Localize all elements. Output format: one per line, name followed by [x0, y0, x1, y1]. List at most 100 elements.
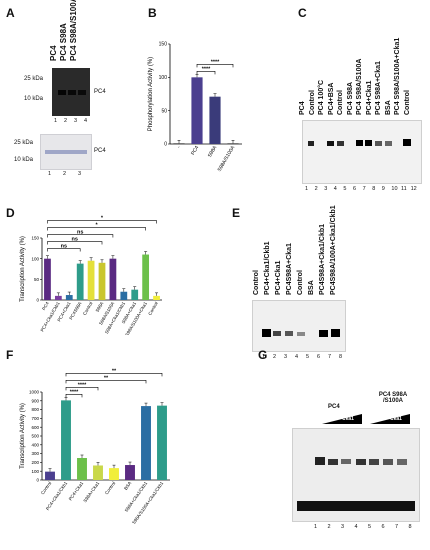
lane-label: PC4S98A+Cka1/Ckb1	[319, 223, 326, 295]
y-tick-label: 700	[31, 416, 39, 421]
lane-number: 1	[48, 171, 52, 177]
bar	[141, 406, 151, 480]
significance-label: ****	[211, 59, 220, 65]
panel-G-wedges	[322, 414, 410, 424]
lane-number: 1	[305, 186, 309, 192]
bar	[191, 77, 203, 144]
lane-number: 4	[295, 354, 299, 360]
y-tick-label: 100	[31, 469, 39, 474]
y-tick-label: 50	[34, 277, 40, 282]
bar	[153, 295, 160, 300]
x-tick-label: BSA	[123, 481, 132, 491]
lane-label: Control	[403, 90, 411, 115]
bar	[45, 471, 55, 480]
bar	[142, 254, 150, 300]
significance-bracket	[196, 71, 216, 75]
panel-E-letter: E	[232, 206, 241, 220]
lane-label: PC4+Cka1	[275, 260, 282, 295]
lane-number: 3	[324, 186, 328, 192]
bar	[98, 262, 106, 300]
y-tick-label: 600	[31, 425, 39, 430]
lane-number: 11	[401, 186, 407, 192]
lane-number: 2	[63, 171, 67, 177]
lane-number: 2	[64, 118, 68, 124]
y-tick-label: 0	[36, 478, 39, 483]
y-tick-label: 0	[164, 142, 167, 148]
y-tick-label: 100	[159, 75, 168, 81]
lane-number: 3	[341, 524, 345, 530]
lane-number: 6	[353, 186, 357, 192]
panel-G-wedge-label: Cka1	[342, 416, 354, 422]
lane-label: PC4 S98A/S100A+Cka1	[394, 37, 401, 115]
significance-label: ns	[77, 230, 83, 236]
panel-C-autoradiograph	[302, 120, 422, 184]
lane-label: Control	[308, 90, 316, 115]
bar	[65, 295, 73, 300]
bar	[120, 291, 128, 300]
significance-label: ns	[61, 244, 67, 250]
y-axis-label: Transcription Activity (%)	[20, 236, 26, 302]
significance-label: **	[112, 368, 117, 374]
lane-number: 4	[354, 524, 358, 530]
y-tick-label: 150	[31, 236, 39, 241]
lane-number: 2	[273, 354, 277, 360]
significance-label: ****	[78, 382, 87, 388]
bar	[44, 258, 51, 300]
panel-C-letter: C	[298, 6, 307, 20]
lane-label: PC4 S98A+Cka1	[375, 61, 382, 115]
x-tick-label: -	[176, 145, 182, 150]
panel-G-letter: G	[258, 348, 268, 362]
panel-A-lane-label: PC4 S98A	[59, 23, 68, 61]
significance-bracket	[65, 387, 99, 391]
lane-label: BSA	[384, 100, 392, 115]
lane-number: 5	[343, 186, 347, 192]
x-tick-label: Control	[82, 301, 94, 316]
lane-number: 7	[362, 186, 366, 192]
bar	[54, 295, 62, 300]
x-tick-label: S98A	[207, 144, 219, 158]
lane-label: PC4S98A/100A+Cka1/Ckb1	[330, 205, 337, 295]
bar	[173, 143, 185, 144]
panel-G-group-label: PC4	[328, 404, 340, 410]
lane-number: 6	[381, 524, 385, 530]
significance-label: **	[104, 375, 109, 381]
y-tick-label: 150	[159, 42, 168, 48]
panel-G-emsa-gel	[292, 428, 420, 522]
y-tick-label: 400	[31, 442, 39, 447]
significance-bracket	[47, 248, 81, 252]
lane-number: 1	[54, 118, 58, 124]
significance-bracket	[65, 394, 83, 398]
bar	[77, 458, 87, 480]
significance-label: *	[95, 223, 98, 229]
bar	[209, 96, 221, 144]
y-tick-label: 500	[31, 434, 39, 439]
lane-number: 8	[408, 524, 412, 530]
panel-F-letter: F	[6, 348, 14, 362]
x-tick-label: Control	[147, 301, 159, 316]
x-tick-label: S98A	[95, 301, 105, 313]
significance-bracket	[196, 64, 234, 68]
y-axis-label: Transcription Activity (%)	[20, 403, 26, 469]
x-tick-label: S98A/S100A	[217, 144, 237, 172]
lane-number: 3	[74, 118, 78, 124]
lane-label: PC4+Cka1	[365, 80, 373, 115]
panel-G-group-label: PC4 S98A /S100A	[378, 392, 408, 404]
significance-label: ****	[70, 389, 79, 395]
lane-label: PC4	[299, 101, 306, 115]
panel-A-coomassie-band-label: PC4	[94, 148, 106, 154]
x-tick-label: PC4+Cka1	[68, 480, 85, 501]
bar	[87, 260, 95, 300]
panel-A-western-blot	[52, 68, 90, 116]
lane-label: Control	[337, 90, 344, 115]
lane-number: 3	[78, 171, 82, 177]
significance-bracket	[47, 234, 114, 238]
lane-number: 3	[284, 354, 288, 360]
y-tick-label: 800	[31, 407, 39, 412]
lane-number: 2	[327, 524, 331, 530]
significance-bracket	[47, 220, 157, 224]
x-tick-label: S98A/S100A+Cka1/Ckb1	[131, 480, 164, 524]
panel-A-band-label: PC4	[94, 89, 106, 95]
significance-bracket	[65, 380, 147, 384]
significance-label: ns	[72, 237, 78, 243]
lane-label: PC4 100°C	[318, 79, 325, 115]
